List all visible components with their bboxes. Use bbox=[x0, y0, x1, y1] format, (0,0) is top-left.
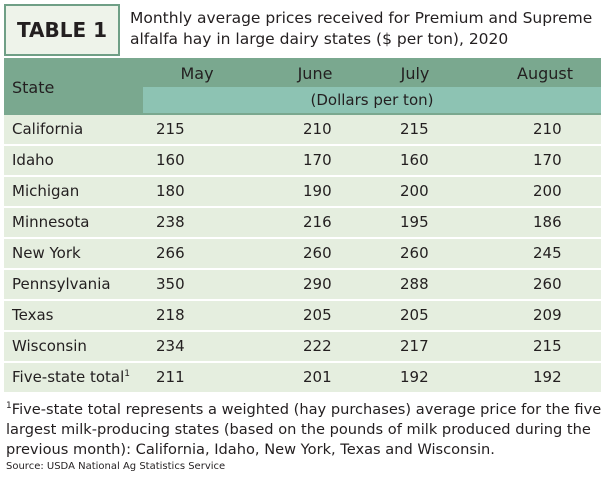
price-cell: 266 bbox=[156, 244, 185, 262]
price-cell: 215 bbox=[400, 120, 429, 138]
state-cell: New York bbox=[12, 244, 81, 262]
state-cell: Texas bbox=[12, 306, 53, 324]
price-cell: 192 bbox=[400, 368, 429, 386]
price-cell: 190 bbox=[303, 182, 332, 200]
price-cell: 201 bbox=[303, 368, 332, 386]
table-row: Pennsylvania 350 290 288 260 bbox=[4, 270, 601, 301]
state-name: Minnesota bbox=[12, 213, 90, 231]
price-cell: 200 bbox=[533, 182, 562, 200]
price-cell: 170 bbox=[303, 151, 332, 169]
price-cell: 180 bbox=[156, 182, 185, 200]
column-header: August bbox=[517, 64, 573, 83]
price-cell: 234 bbox=[156, 337, 185, 355]
price-cell: 260 bbox=[400, 244, 429, 262]
state-cell: Pennsylvania bbox=[12, 275, 111, 293]
state-cell: Idaho bbox=[12, 151, 54, 169]
table-row: Texas 218 205 205 209 bbox=[4, 301, 601, 332]
state-name: Michigan bbox=[12, 182, 80, 200]
price-cell: 160 bbox=[400, 151, 429, 169]
price-cell: 215 bbox=[533, 337, 562, 355]
table-row: Idaho 160 170 160 170 bbox=[4, 146, 601, 177]
table-row: California 215 210 215 210 bbox=[4, 115, 601, 146]
price-cell: 218 bbox=[156, 306, 185, 324]
price-cell: 245 bbox=[533, 244, 562, 262]
table-label: TABLE 1 bbox=[4, 4, 120, 56]
column-header: May bbox=[180, 64, 214, 83]
price-cell: 192 bbox=[533, 368, 562, 386]
state-cell: Five-state total1 bbox=[12, 368, 130, 386]
unit-label: (Dollars per ton) bbox=[143, 87, 601, 113]
source: Source: USDA National Ag Statistics Serv… bbox=[6, 461, 226, 472]
table-row: Minnesota 238 216 195 186 bbox=[4, 208, 601, 239]
price-cell: 205 bbox=[400, 306, 429, 324]
state-cell: Minnesota bbox=[12, 213, 89, 231]
table-row: Five-state total1 211 201 192 192 bbox=[4, 363, 601, 394]
state-name: California bbox=[12, 120, 84, 138]
table-row: Michigan 180 190 200 200 bbox=[4, 177, 601, 208]
table-row: Wisconsin 234 222 217 215 bbox=[4, 332, 601, 363]
price-cell: 186 bbox=[533, 213, 562, 231]
price-cell: 350 bbox=[156, 275, 185, 293]
footnote-marker: 1 bbox=[6, 401, 12, 411]
table-title: Monthly average prices received for Prem… bbox=[130, 9, 593, 48]
state-cell: Michigan bbox=[12, 182, 79, 200]
price-cell: 215 bbox=[156, 120, 185, 138]
price-cell: 217 bbox=[400, 337, 429, 355]
price-cell: 290 bbox=[303, 275, 332, 293]
price-cell: 260 bbox=[303, 244, 332, 262]
price-cell: 210 bbox=[533, 120, 562, 138]
price-cell: 222 bbox=[303, 337, 332, 355]
footnote-marker: 1 bbox=[124, 369, 131, 379]
state-name: Pennsylvania bbox=[12, 275, 111, 293]
state-name: Wisconsin bbox=[12, 337, 87, 355]
state-name: New York bbox=[12, 244, 81, 262]
price-cell: 195 bbox=[400, 213, 429, 231]
price-cell: 216 bbox=[303, 213, 332, 231]
price-cell: 200 bbox=[400, 182, 429, 200]
price-cell: 238 bbox=[156, 213, 185, 231]
price-cell: 211 bbox=[156, 368, 185, 386]
column-header: State bbox=[12, 78, 55, 97]
price-cell: 160 bbox=[156, 151, 185, 169]
column-header: June bbox=[297, 64, 333, 83]
state-cell: California bbox=[12, 120, 83, 138]
state-name: Five-state total bbox=[12, 368, 125, 386]
footnote-text: Five-state total represents a weighted (… bbox=[6, 400, 602, 458]
table-row: New York 266 260 260 245 bbox=[4, 239, 601, 270]
price-cell: 170 bbox=[533, 151, 562, 169]
price-cell: 205 bbox=[303, 306, 332, 324]
column-header: July bbox=[400, 64, 430, 83]
state-cell: Wisconsin bbox=[12, 337, 87, 355]
state-name: Idaho bbox=[12, 151, 54, 169]
state-name: Texas bbox=[12, 306, 54, 324]
price-cell: 210 bbox=[303, 120, 332, 138]
price-cell: 288 bbox=[400, 275, 429, 293]
price-cell: 209 bbox=[533, 306, 562, 324]
price-cell: 260 bbox=[533, 275, 562, 293]
footnote: 1Five-state total represents a weighted … bbox=[6, 396, 606, 460]
